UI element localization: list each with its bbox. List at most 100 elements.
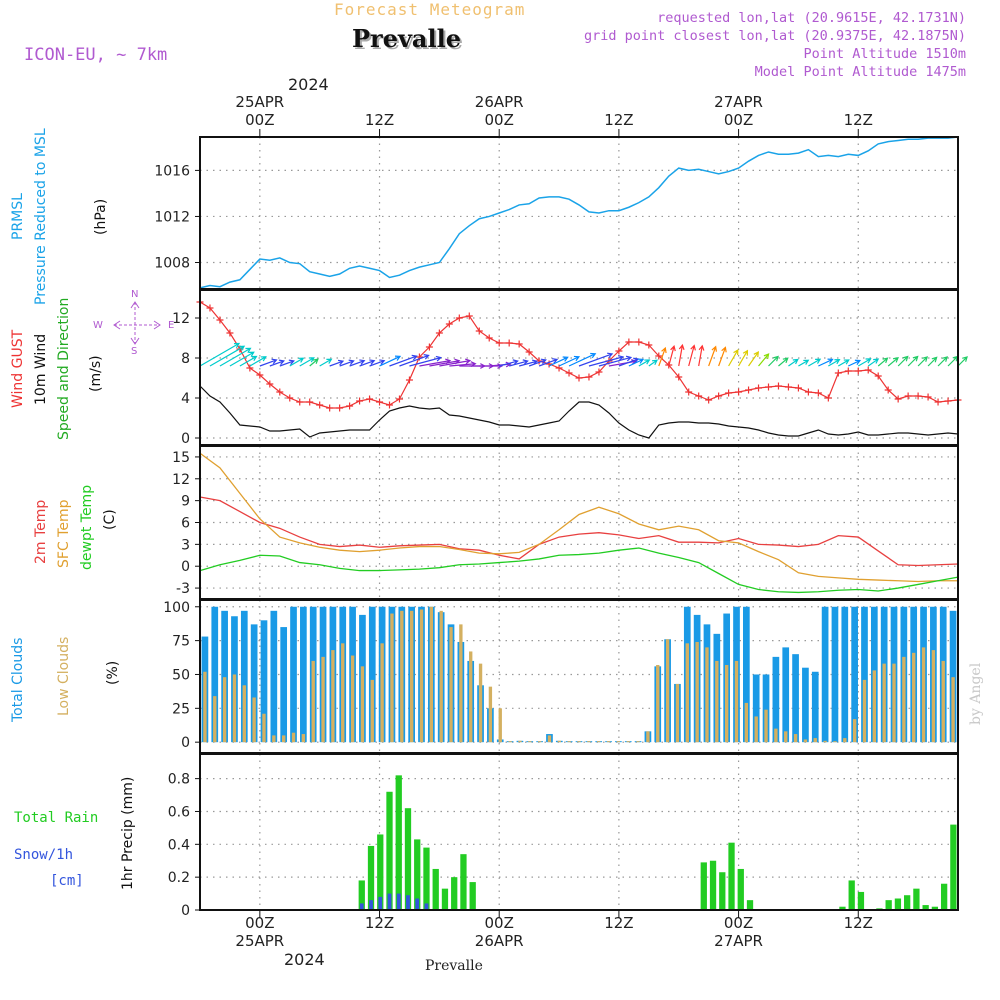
snow-bar (424, 903, 429, 910)
low-cloud-bar (242, 685, 246, 743)
wind-direction-arrow (578, 352, 614, 367)
gust-point (784, 383, 792, 391)
low-clouds-label: Low Clouds (56, 636, 72, 716)
top-date-label: 26APR (474, 93, 524, 111)
ytick-label-pressure: 1008 (154, 256, 190, 272)
wind-direction-arrow (499, 359, 519, 367)
total-cloud-bar (536, 741, 543, 743)
top-hour-label: 00Z (723, 111, 754, 129)
low-cloud-bar (754, 716, 758, 743)
low-cloud-bar (478, 663, 483, 743)
total-cloud-bar (309, 606, 317, 743)
pressure-line (199, 136, 959, 289)
gust-point (455, 314, 463, 322)
wind-direction-arrow (558, 355, 581, 367)
ytick-label-temperature: 15 (172, 450, 190, 466)
low-cloud-bar (843, 738, 847, 743)
total-cloud-bar (211, 606, 219, 743)
low-cloud-bar (459, 624, 463, 743)
low-cloud-bar (715, 660, 719, 743)
gust-point (774, 382, 782, 390)
total-cloud-bar (388, 606, 396, 743)
top-date-label: 27APR (714, 93, 763, 111)
bottom-date-label: 25APR (235, 932, 285, 950)
wind-10m-label: 10m Wind (33, 333, 49, 405)
rain-bar (848, 880, 855, 910)
wind-direction-arrow (329, 359, 345, 367)
low-cloud-bar (695, 641, 699, 743)
wind-direction-arrow (319, 358, 333, 367)
wind-direction-arrow (947, 355, 959, 367)
wind-direction-arrow (229, 351, 255, 367)
low-cloud-bar (341, 643, 345, 743)
gust-point (675, 373, 683, 381)
wind-direction-arrow (359, 359, 376, 367)
wind-direction-arrow (538, 358, 559, 367)
total-cloud-bar (487, 708, 494, 743)
gust-point (824, 394, 832, 402)
low-cloud-bar (902, 656, 906, 743)
low-cloud-bar (705, 647, 709, 743)
wind-direction-arrow (957, 356, 968, 367)
gust-point (755, 384, 763, 392)
wind-direction-arrow (608, 359, 638, 367)
low-cloud-bar (272, 735, 276, 743)
total-cloud-bar (418, 606, 425, 743)
wind-direction-arrow (728, 348, 739, 367)
bottom-hour-label: 12Z (604, 914, 634, 932)
wind-direction-arrow (279, 359, 295, 367)
rain-bar (719, 872, 726, 910)
total-cloud-bar (664, 639, 671, 743)
gust-point (685, 388, 693, 396)
low-cloud-bar (291, 732, 296, 743)
wind-direction-arrow (658, 346, 667, 367)
gust-point (386, 401, 393, 409)
low-cloud-bar (557, 740, 561, 743)
gust-point (635, 338, 643, 346)
pressure-msl-label: Pressure Reduced to MSL (33, 128, 49, 305)
total-cloud-bar (605, 741, 612, 743)
bottom-date-label: 27APR (714, 932, 763, 950)
total-cloud-bar (575, 741, 583, 743)
low-cloud-bar (449, 627, 453, 743)
total-cloud-bar (634, 741, 642, 743)
model-label: ICON-EU, ~ 7km (24, 45, 168, 65)
low-cloud-bar (823, 740, 827, 743)
footer-location: Prevalle (425, 958, 483, 974)
panel-frame-clouds (199, 599, 959, 754)
low-cloud-bar (764, 709, 768, 743)
wind-direction-arrow (419, 358, 452, 367)
total-cloud-bar (683, 606, 691, 743)
temp-unit-label: (C) (102, 509, 118, 530)
rain-bar (377, 834, 384, 910)
wind-direction-arrow (887, 356, 899, 367)
rain-bar (432, 868, 439, 910)
wind-direction-arrow (469, 363, 495, 369)
watermark: by Angel (968, 662, 984, 725)
ytick-label-precip: 0.2 (168, 870, 190, 886)
total-cloud-bar (457, 641, 465, 743)
gust-point (725, 389, 733, 397)
gust-point (874, 372, 882, 380)
low-cloud-bar (232, 674, 237, 743)
location-title: Prevalle (352, 24, 461, 53)
gust-point (405, 376, 413, 384)
gust-point (316, 401, 324, 409)
gust-point (665, 361, 673, 369)
wind-direction-arrow (259, 358, 278, 367)
low-cloud-bar (213, 696, 217, 743)
gust-point (525, 348, 533, 356)
low-cloud-bar (370, 679, 374, 743)
total-cloud-bar (270, 610, 278, 743)
rain-bar (423, 847, 430, 910)
wind-direction-arrow (399, 354, 430, 367)
top-date-label: 25APR (235, 93, 285, 111)
low-cloud-bar (656, 664, 660, 743)
total-cloud-bar (890, 606, 898, 743)
gust-point (276, 388, 284, 396)
total-cloud-bar (831, 606, 839, 743)
low-cloud-bar (803, 739, 808, 743)
wind-direction-arrow (199, 342, 241, 367)
gust-point (196, 298, 204, 306)
rain-bar (737, 868, 744, 910)
